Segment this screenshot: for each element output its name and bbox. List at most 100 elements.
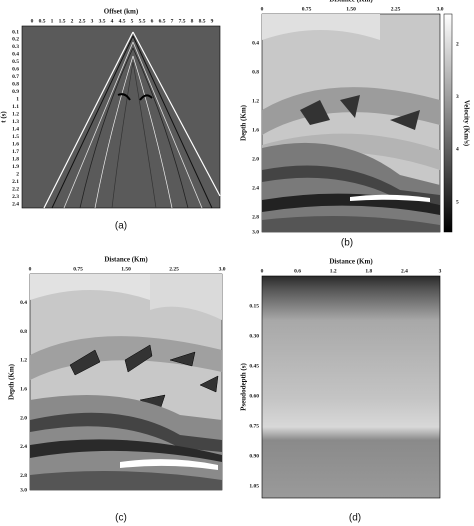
- y-tick-label: 1.2: [20, 358, 27, 364]
- migrated-model: [29, 273, 223, 491]
- x-axis-title: Distance (Km): [329, 258, 373, 266]
- x-tick-label: 3: [91, 18, 94, 24]
- y-axis-title: t (s): [0, 111, 8, 123]
- panel-caption: (c): [115, 513, 127, 524]
- x-tick-label: 3.0: [437, 6, 444, 12]
- y-tick-label: 0.4: [20, 300, 27, 306]
- y-tick-label: 0.6: [12, 67, 19, 73]
- y-tick-label: 0.7: [12, 74, 19, 80]
- x-tick-label: 1.50: [121, 266, 131, 272]
- y-tick-label: 0.9: [12, 89, 19, 95]
- seismogram: [21, 25, 221, 209]
- y-tick-label: 2.4: [12, 201, 19, 207]
- x-tick-label: 2.25: [169, 266, 179, 272]
- x-tick-label: 3.0: [219, 266, 226, 272]
- y-tick-label: 2.0: [20, 415, 27, 421]
- y-tick-label: 1.9: [12, 164, 19, 170]
- y-tick-label: 0.75: [249, 423, 259, 429]
- y-tick-label: 1.3: [12, 119, 19, 125]
- x-tick-label: 2.4: [401, 268, 408, 274]
- y-tick-label: 3.0: [252, 229, 259, 235]
- x-tick-label: 8: [191, 18, 194, 24]
- y-tick-label: 1.2: [252, 98, 259, 104]
- y-tick-label: 0.5: [12, 59, 19, 65]
- y-tick-label: 1: [16, 97, 19, 103]
- y-tick-label: 0.8: [252, 69, 259, 75]
- y-tick-label: 3.0: [20, 487, 27, 493]
- x-tick-label: 8.5: [199, 18, 206, 24]
- y-tick-label: 0.45: [249, 363, 259, 369]
- x-axis-title: Offset (km): [104, 8, 139, 16]
- x-tick-label: 4.5: [119, 18, 126, 24]
- x-tick-label: 0: [261, 6, 264, 12]
- y-tick-label: 0.30: [249, 333, 259, 339]
- x-tick-label: 5.5: [139, 18, 146, 24]
- x-tick-label: 1.2: [330, 268, 337, 274]
- x-tick-label: 1.8: [365, 268, 372, 274]
- x-tick-label: 4: [111, 18, 114, 24]
- panel-caption: (d): [349, 513, 361, 524]
- y-axis-title: Pseudodepth (s): [240, 363, 248, 411]
- x-tick-label: 0.6: [294, 268, 301, 274]
- x-tick-label: 0: [31, 18, 34, 24]
- y-tick-label: 0.1: [12, 29, 19, 35]
- x-tick-label: 6.5: [159, 18, 166, 24]
- x-tick-label: 0.75: [302, 6, 312, 12]
- y-tick-label: 2.4: [20, 444, 27, 450]
- x-axis-title: Distance (Km): [329, 0, 373, 4]
- y-tick-label: 0.3: [12, 44, 19, 50]
- x-tick-label: 2: [71, 18, 74, 24]
- x-tick-label: 1.50: [346, 6, 356, 12]
- y-tick-label: 0.2: [12, 37, 19, 43]
- x-tick-label: 9: [211, 18, 214, 24]
- x-tick-label: 5: [131, 18, 134, 24]
- y-tick-label: 2.2: [12, 186, 19, 192]
- y-tick-label: 1.6: [12, 141, 19, 147]
- y-tick-label: 2.8: [252, 215, 259, 221]
- x-tick-label: 7.5: [179, 18, 186, 24]
- x-tick-label: 2.5: [79, 18, 86, 24]
- y-tick-label: 0.4: [12, 52, 19, 58]
- x-tick-label: 7: [171, 18, 174, 24]
- y-tick-label: 1.1: [12, 104, 19, 110]
- velocity-model: [261, 13, 453, 233]
- x-tick-label: 2.25: [391, 6, 401, 12]
- y-tick-label: 0.8: [12, 82, 19, 88]
- y-tick-label: 2.4: [252, 186, 259, 192]
- x-tick-label: 6: [151, 18, 154, 24]
- y-tick-label: 0.8: [20, 329, 27, 335]
- x-tick-label: 1: [51, 18, 54, 24]
- colorbar-tick-label: 2: [456, 41, 459, 47]
- panel-caption: (a): [115, 221, 127, 232]
- y-tick-label: 2.0: [252, 157, 259, 163]
- y-tick-label: 1.7: [12, 149, 19, 155]
- y-axis-title: Depth (Km): [8, 363, 16, 400]
- y-tick-label: 2.8: [20, 473, 27, 479]
- x-tick-label: 1.5: [59, 18, 66, 24]
- pseudodepth-image: [261, 275, 441, 499]
- y-tick-label: 1.05: [249, 483, 259, 489]
- x-tick-label: 0: [261, 268, 264, 274]
- x-tick-label: 3.5: [99, 18, 106, 24]
- y-tick-label: 0.60: [249, 393, 259, 399]
- colorbar-tick-label: 4: [456, 147, 459, 153]
- y-tick-label: 0.90: [249, 453, 259, 459]
- y-tick-label: 2.1: [12, 179, 19, 185]
- y-tick-label: 1.4: [12, 126, 19, 132]
- y-axis-title: Depth (Km): [240, 104, 248, 141]
- x-tick-label: 0.5: [39, 18, 46, 24]
- x-tick-label: 0: [29, 266, 32, 272]
- y-tick-label: 2: [16, 171, 19, 177]
- y-tick-label: 1.6: [252, 128, 259, 134]
- colorbar-title: Velocity (Km/s): [462, 100, 470, 147]
- colorbar-tick-label: 5: [456, 199, 459, 205]
- y-tick-label: 0.15: [249, 303, 259, 309]
- y-tick-label: 2.3: [12, 194, 19, 200]
- y-tick-label: 1.6: [20, 386, 27, 392]
- x-tick-label: 3: [439, 268, 442, 274]
- x-tick-label: 0.75: [73, 266, 83, 272]
- x-axis-title: Distance (Km): [104, 256, 148, 264]
- colorbar-tick-label: 3: [456, 94, 459, 100]
- y-tick-label: 1.5: [12, 134, 19, 140]
